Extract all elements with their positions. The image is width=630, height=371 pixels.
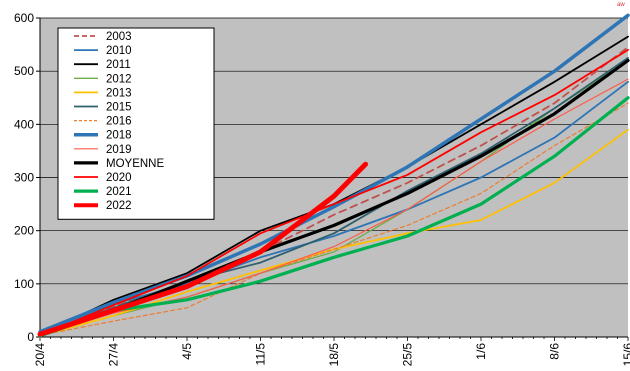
y-tick-label: 0 bbox=[27, 330, 34, 344]
series-lines bbox=[37, 13, 630, 338]
x-tick-label: 1/6 bbox=[474, 343, 488, 360]
y-axis-ticks: 0 100 200 300 400 500 600 bbox=[14, 11, 40, 344]
x-tick-label: 11/5 bbox=[254, 343, 268, 366]
series-line-2021 bbox=[38, 96, 630, 338]
x-tick-label: 20/4 bbox=[33, 343, 47, 367]
legend-label: 2020 bbox=[106, 172, 132, 184]
legend-label: 2016 bbox=[106, 116, 132, 128]
x-tick-label: 4/5 bbox=[180, 343, 194, 360]
x-tick-label: 27/4 bbox=[107, 343, 121, 367]
legend-label: 2015 bbox=[106, 102, 132, 114]
y-tick-label: 300 bbox=[14, 171, 34, 185]
corner-mark: aw bbox=[617, 2, 625, 8]
legend-label: 2022 bbox=[106, 200, 132, 212]
legend-label: 2013 bbox=[106, 87, 132, 99]
series-line-2022 bbox=[37, 161, 368, 337]
y-tick-label: 100 bbox=[14, 277, 34, 291]
series-line-2016 bbox=[39, 102, 629, 336]
legend-label: 2012 bbox=[106, 73, 132, 85]
legend-box bbox=[57, 27, 215, 220]
legend-label: MOYENNE bbox=[106, 158, 164, 170]
x-tick-label: 8/6 bbox=[548, 343, 562, 360]
legend-label: 2019 bbox=[106, 144, 132, 156]
series-line-2020 bbox=[39, 49, 629, 337]
y-tick-label: 500 bbox=[14, 64, 34, 78]
legend-label: 2011 bbox=[106, 59, 131, 71]
legend-label: 2010 bbox=[106, 45, 132, 57]
series-line-2003 bbox=[39, 46, 629, 336]
y-tick-label: 400 bbox=[14, 117, 34, 131]
series-line-2015 bbox=[39, 57, 629, 336]
x-tick-label: 25/5 bbox=[401, 343, 415, 367]
series-line-2018 bbox=[38, 13, 630, 334]
y-tick-label: 600 bbox=[14, 11, 34, 25]
legend: 2003 2010 2011 2012 2013 2015 2016 2018 2019 MOYE… bbox=[57, 27, 215, 220]
x-tick-label: 15/6 bbox=[621, 343, 630, 367]
legend-label: 2003 bbox=[106, 31, 132, 43]
x-axis-ticks: 20/4 27/4 4/5 11/5 18/5 25/5 1/6 8/6 15/6 bbox=[33, 337, 630, 366]
legend-label: 2018 bbox=[106, 130, 132, 142]
y-tick-label: 200 bbox=[14, 224, 34, 238]
legend-label: 2021 bbox=[106, 186, 132, 198]
x-tick-label: 18/5 bbox=[327, 343, 341, 367]
series-line-2010 bbox=[39, 80, 629, 337]
